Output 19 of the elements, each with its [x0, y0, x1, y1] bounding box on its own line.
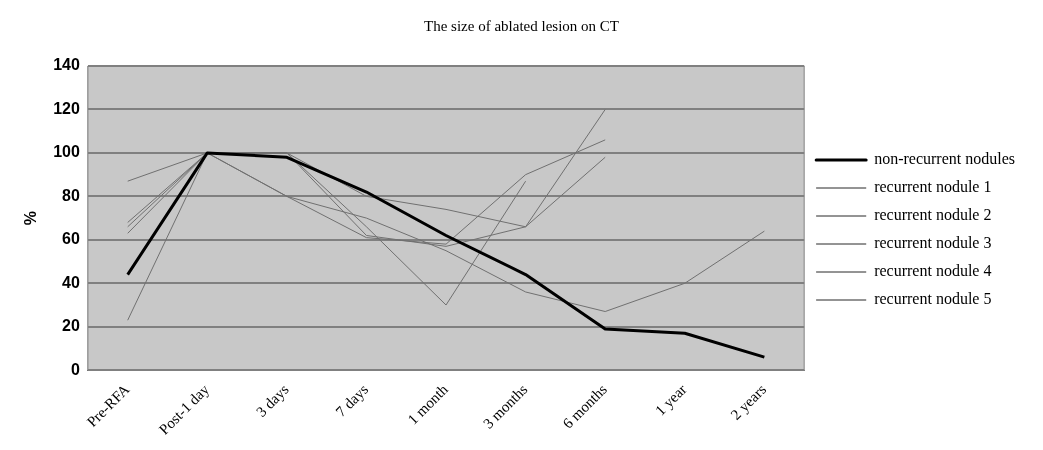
legend-label: recurrent nodule 5 — [874, 290, 992, 308]
y-tick-label: 120 — [53, 99, 80, 117]
chart-title: The size of ablated lesion on CT — [424, 17, 619, 34]
legend-label: recurrent nodule 3 — [874, 234, 992, 252]
y-tick-label: 20 — [62, 317, 80, 335]
y-tick-label: 40 — [62, 273, 80, 291]
y-tick-label: 0 — [70, 360, 80, 378]
x-tick-label: 3 days — [253, 381, 292, 420]
x-tick-label: 7 days — [332, 381, 372, 420]
y-axis-title: % — [22, 210, 40, 226]
y-tick-label: 140 — [53, 56, 80, 74]
y-tick-label: 80 — [62, 186, 80, 204]
x-tick-label: 1 year — [652, 381, 690, 419]
y-tick-label: 100 — [53, 143, 80, 161]
legend-label: recurrent nodule 2 — [874, 206, 992, 224]
y-tick-label: 60 — [62, 230, 80, 248]
legend-label: recurrent nodule 4 — [874, 262, 992, 280]
legend-label: non-recurrent nodules — [874, 150, 1016, 168]
legend-label: recurrent nodule 1 — [874, 178, 992, 196]
